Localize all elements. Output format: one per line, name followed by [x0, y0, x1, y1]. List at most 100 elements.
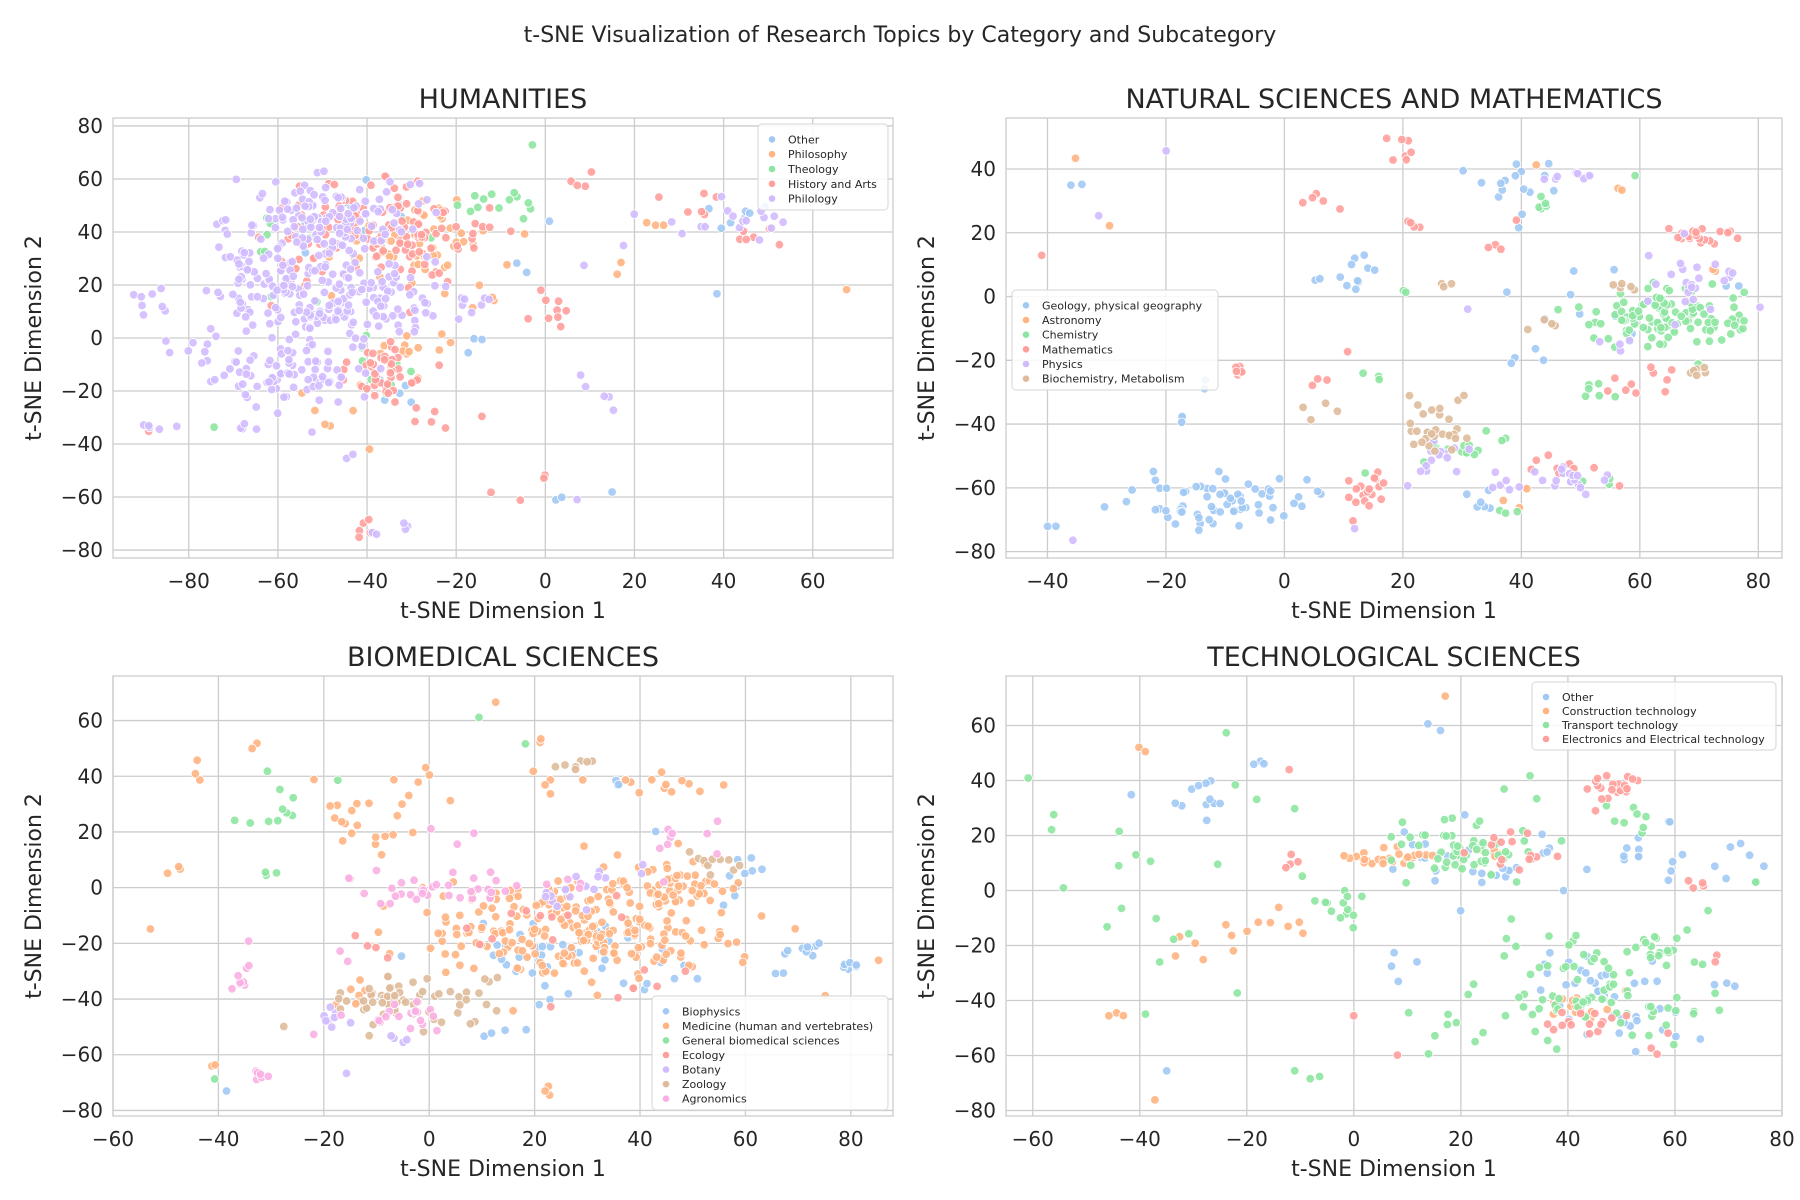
- data-point: [1551, 1044, 1562, 1054]
- data-point: [343, 208, 353, 219]
- data-point: [348, 405, 358, 416]
- y-axis-label: t-SNE Dimension 2: [915, 793, 940, 999]
- data-point: [463, 348, 473, 358]
- data-point: [660, 935, 670, 945]
- data-point: [377, 277, 387, 287]
- data-point: [1571, 930, 1581, 941]
- data-point: [452, 200, 463, 210]
- data-point: [1369, 473, 1380, 483]
- data-point: [366, 180, 376, 190]
- data-point: [745, 208, 755, 218]
- data-point: [373, 927, 384, 937]
- data-point: [628, 983, 639, 994]
- data-point: [161, 336, 171, 346]
- data-point: [491, 875, 501, 886]
- x-tick-label: −20: [303, 1127, 345, 1151]
- data-point: [1661, 960, 1672, 971]
- data-point: [1357, 891, 1367, 902]
- data-point: [529, 924, 540, 934]
- data-point: [623, 918, 633, 928]
- data-point: [1477, 868, 1487, 879]
- data-point: [1566, 1020, 1576, 1030]
- legend-label: Zoology: [682, 1078, 727, 1091]
- data-point: [385, 176, 395, 187]
- data-point: [652, 981, 662, 992]
- data-point: [1572, 975, 1583, 985]
- data-point: [397, 799, 407, 809]
- data-point: [1176, 417, 1187, 428]
- y-tick-label: −20: [954, 934, 996, 958]
- data-point: [1606, 997, 1617, 1008]
- data-point: [1630, 1046, 1641, 1057]
- data-point: [138, 310, 149, 320]
- data-point: [440, 423, 451, 433]
- data-point: [570, 764, 581, 775]
- data-point: [1307, 192, 1318, 203]
- data-point: [553, 296, 564, 306]
- scatter-points: [1036, 133, 1765, 546]
- data-point: [426, 417, 437, 427]
- data-point: [205, 324, 216, 334]
- data-point: [374, 194, 385, 205]
- data-point: [1649, 932, 1660, 942]
- data-point: [1068, 535, 1078, 546]
- y-axis-label: t-SNE Dimension 2: [22, 235, 47, 441]
- data-point: [1608, 280, 1619, 290]
- data-point: [255, 1069, 266, 1079]
- data-point: [1534, 962, 1545, 973]
- x-tick-label: 40: [627, 1127, 652, 1151]
- data-point: [1104, 220, 1115, 231]
- series-electronics-and-electrical-technology: [1281, 764, 1722, 1060]
- data-point: [376, 364, 386, 374]
- data-point: [434, 345, 445, 355]
- data-point: [347, 828, 357, 839]
- data-point: [436, 1017, 447, 1028]
- legend-marker: [662, 1007, 670, 1016]
- data-point: [1633, 306, 1644, 316]
- data-point: [622, 883, 632, 893]
- data-point: [513, 891, 523, 902]
- data-point: [263, 1071, 274, 1082]
- y-tick-label: 60: [971, 714, 996, 738]
- data-point: [324, 300, 334, 311]
- legend-marker: [768, 165, 776, 173]
- data-point: [673, 881, 684, 892]
- data-point: [696, 925, 707, 935]
- data-point: [491, 697, 501, 707]
- data-point: [1589, 953, 1599, 964]
- data-point: [611, 891, 622, 901]
- data-point: [1543, 158, 1554, 169]
- data-point: [405, 1023, 416, 1034]
- data-point: [558, 958, 568, 969]
- data-point: [1459, 848, 1469, 858]
- data-point: [1630, 170, 1640, 181]
- data-point: [305, 323, 315, 334]
- data-point: [383, 388, 393, 398]
- data-point: [1624, 325, 1634, 335]
- data-point: [645, 938, 656, 949]
- data-point: [359, 888, 369, 899]
- data-point: [1312, 486, 1323, 497]
- data-point: [362, 384, 372, 394]
- data-point: [1496, 178, 1506, 189]
- data-point: [222, 229, 233, 239]
- data-point: [413, 777, 423, 787]
- y-tick-label: −80: [954, 1099, 996, 1123]
- data-point: [364, 983, 374, 994]
- data-point: [712, 289, 722, 299]
- data-point: [1093, 210, 1104, 221]
- data-point: [500, 886, 511, 896]
- data-point: [484, 203, 495, 213]
- data-point: [1420, 830, 1430, 840]
- data-point: [517, 946, 528, 956]
- data-point: [655, 843, 665, 854]
- data-point: [766, 223, 777, 233]
- legend-label: Other: [788, 133, 820, 146]
- data-point: [1710, 957, 1721, 967]
- data-point: [396, 227, 407, 237]
- data-point: [350, 930, 361, 941]
- data-point: [1626, 379, 1637, 389]
- data-point: [531, 900, 541, 911]
- data-point: [1306, 415, 1316, 425]
- data-point: [552, 901, 562, 912]
